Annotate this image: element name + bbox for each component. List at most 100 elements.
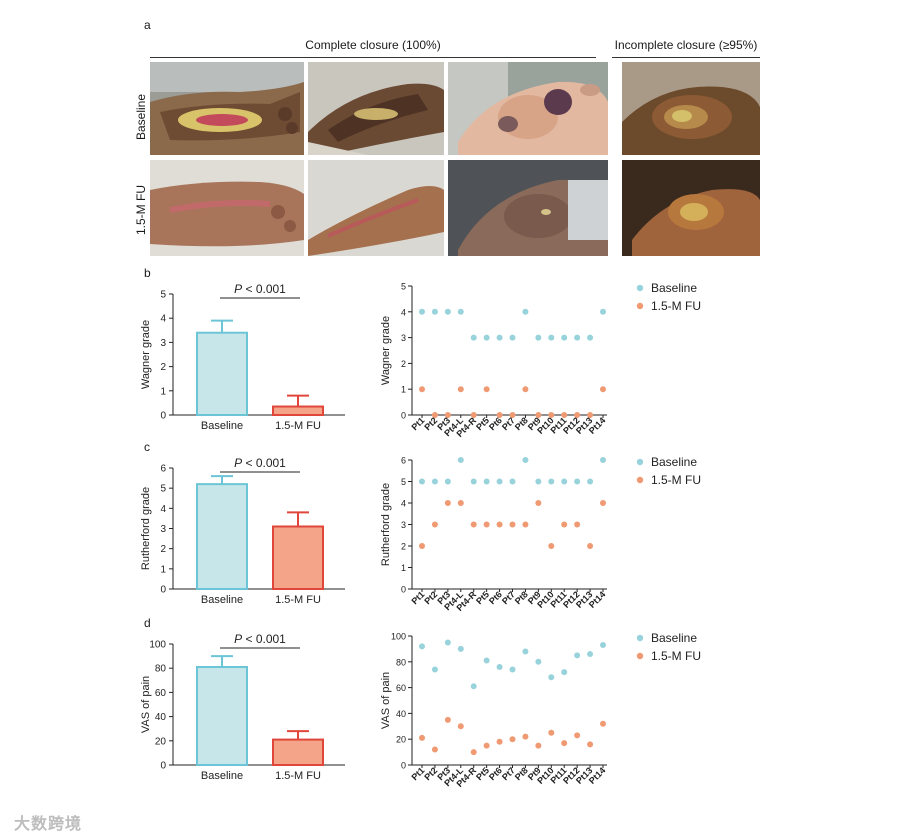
dot-followup (444, 500, 451, 506)
dot-followup (587, 741, 594, 748)
dot-baseline (522, 457, 529, 463)
dot-baseline (587, 334, 594, 341)
complete-closure-rule (150, 57, 596, 58)
dot-baseline (548, 334, 555, 341)
y-tick-label: 6 (160, 464, 166, 475)
dot-followup (444, 412, 451, 418)
p-threshold: < 0.001 (242, 282, 286, 296)
dot-followup (561, 521, 568, 528)
y-tick-label: 4 (401, 499, 406, 509)
dot-baseline (535, 334, 542, 341)
dot-baseline (535, 658, 542, 665)
dot-baseline (574, 652, 581, 659)
dot-baseline (457, 457, 464, 463)
dot-followup (457, 723, 464, 730)
dot-followup (535, 500, 542, 506)
dot-baseline (574, 478, 581, 485)
y-tick-label: 0 (401, 761, 406, 771)
photo-followup-patient2 (308, 160, 444, 256)
dot-baseline (457, 308, 464, 315)
photo-baseline-patient3 (448, 62, 608, 155)
dot-followup (483, 521, 490, 528)
dot-baseline (444, 478, 451, 485)
dot-baseline (431, 666, 438, 673)
y-tick-label: 4 (160, 504, 166, 515)
bar-baseline (196, 331, 248, 416)
p-symbol: P (234, 456, 242, 470)
photo-followup-patient3 (448, 160, 608, 256)
dot-baseline (600, 642, 606, 649)
panel-b-letter: b (144, 266, 151, 280)
dot-followup (483, 742, 490, 749)
legend-label-baseline: Baseline (651, 455, 697, 469)
dot-baseline (419, 478, 425, 485)
y-tick-label: 100 (391, 632, 406, 642)
dot-baseline (470, 334, 477, 341)
dot-baseline (509, 334, 516, 341)
y-tick-label: 1 (160, 386, 166, 397)
legend-marker-followup (636, 652, 644, 660)
y-tick-label: 2 (160, 362, 166, 373)
p-symbol: P (234, 282, 242, 296)
dot-followup (483, 386, 490, 393)
dot-followup (574, 521, 581, 528)
y-tick-label: 40 (155, 712, 167, 723)
y-tick-label: 3 (160, 524, 166, 535)
dot-followup (548, 543, 555, 549)
dot-baseline (561, 478, 568, 485)
dot-followup (600, 386, 606, 393)
y-tick-label: 1 (401, 385, 406, 395)
legend-label-followup: 1.5-M FU (651, 649, 701, 663)
dot-followup (600, 720, 606, 727)
bar-followup (272, 405, 324, 416)
y-tick-label: 5 (160, 484, 166, 495)
x-category-label: Baseline (201, 420, 243, 432)
legend-marker-followup (636, 476, 644, 484)
dot-followup (419, 734, 425, 741)
p-value-annotation: P < 0.001 (234, 632, 286, 646)
photo-baseline-patient1 (150, 62, 304, 155)
panel-c-letter: c (144, 440, 150, 454)
bar-followup (272, 738, 324, 766)
y-tick-label: 4 (401, 307, 406, 317)
y-axis-label: Wagner grade (380, 316, 392, 385)
y-tick-label: 5 (401, 477, 406, 487)
legend-label-followup: 1.5-M FU (651, 473, 701, 487)
dot-baseline (587, 651, 594, 658)
dot-followup (522, 733, 529, 740)
dot-followup (457, 386, 464, 393)
photo-followup-patient4 (622, 160, 760, 256)
dot-baseline (600, 457, 606, 463)
dot-followup (574, 412, 581, 418)
incomplete-closure-rule (612, 57, 760, 58)
legend-marker-baseline (636, 634, 644, 642)
x-category-label: 1.5-M FU (275, 770, 321, 782)
dot-followup (587, 412, 594, 418)
dot-followup (600, 500, 606, 506)
dot-baseline (496, 334, 503, 341)
dot-baseline (600, 308, 606, 315)
dot-baseline (509, 478, 516, 485)
dot-baseline (535, 478, 542, 485)
panel-a-letter: a (144, 18, 151, 32)
dot-baseline (444, 308, 451, 315)
dot-baseline (431, 308, 438, 315)
dot-followup (496, 521, 503, 528)
y-tick-label: 0 (160, 585, 166, 596)
dot-baseline (470, 478, 477, 485)
y-tick-label: 80 (396, 657, 406, 667)
y-tick-label: 6 (401, 456, 406, 466)
dot-followup (470, 749, 477, 756)
dot-followup (419, 543, 425, 549)
dot-followup (522, 386, 529, 393)
dot-baseline (419, 643, 425, 650)
dot-followup (431, 412, 438, 418)
y-tick-label: 3 (401, 333, 406, 343)
dot-baseline (561, 669, 568, 676)
p-value-annotation: P < 0.001 (234, 456, 286, 470)
dot-baseline (548, 478, 555, 485)
legend-label-baseline: Baseline (651, 281, 697, 295)
dot-baseline (574, 334, 581, 341)
